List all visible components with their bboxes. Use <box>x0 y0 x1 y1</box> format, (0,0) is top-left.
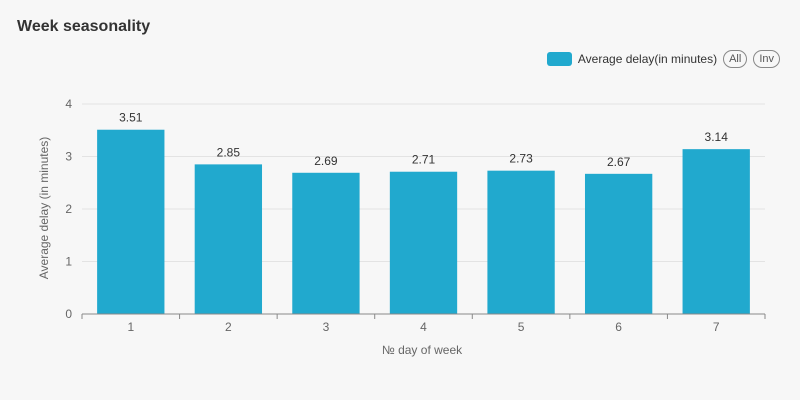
legend-label: Average delay(in minutes) <box>577 52 718 66</box>
data-label: 2.69 <box>314 154 338 168</box>
data-label: 2.71 <box>412 153 436 167</box>
y-tick-label: 2 <box>65 202 72 216</box>
y-axis-title: Average delay (in minutes) <box>37 137 51 280</box>
legend-item-average-delay[interactable]: Average delay(in minutes) <box>546 52 718 66</box>
axes: 0 1 2 3 4 1 2 3 4 5 6 7 <box>65 97 766 334</box>
y-tick-label: 1 <box>65 255 72 269</box>
y-tick-label: 3 <box>65 150 72 164</box>
x-tick-label: 7 <box>713 320 720 334</box>
x-tick-label: 5 <box>518 320 525 334</box>
bar[interactable] <box>682 149 750 314</box>
data-label: 3.14 <box>705 130 729 144</box>
legend-all-button[interactable]: All <box>723 50 748 68</box>
chart-title: Week seasonality <box>17 18 151 35</box>
chart-legend: Average delay(in minutes) All Inv <box>546 50 780 68</box>
data-label: 2.73 <box>509 152 533 166</box>
legend-swatch <box>546 52 572 66</box>
y-tick-label: 4 <box>65 97 72 111</box>
bars: 3.51 2.85 2.69 2.71 2.73 2.67 3.14 <box>97 111 750 314</box>
x-tick-label: 4 <box>420 320 427 334</box>
bar[interactable] <box>292 172 360 314</box>
x-axis-title: № day of week <box>382 343 463 357</box>
bar[interactable] <box>97 129 165 314</box>
bar[interactable] <box>487 170 555 314</box>
data-label: 2.67 <box>607 155 631 169</box>
x-tick-label: 3 <box>323 320 330 334</box>
bar[interactable] <box>194 164 263 314</box>
x-tick-label: 6 <box>615 320 622 334</box>
x-tick-label: 1 <box>127 320 134 334</box>
bar[interactable] <box>584 173 653 314</box>
bar[interactable] <box>389 171 458 314</box>
data-label: 3.51 <box>119 111 143 125</box>
x-tick-label: 2 <box>225 320 232 334</box>
legend-invert-button[interactable]: Inv <box>753 50 780 68</box>
y-tick-label: 0 <box>65 307 72 321</box>
data-label: 2.85 <box>217 145 241 159</box>
